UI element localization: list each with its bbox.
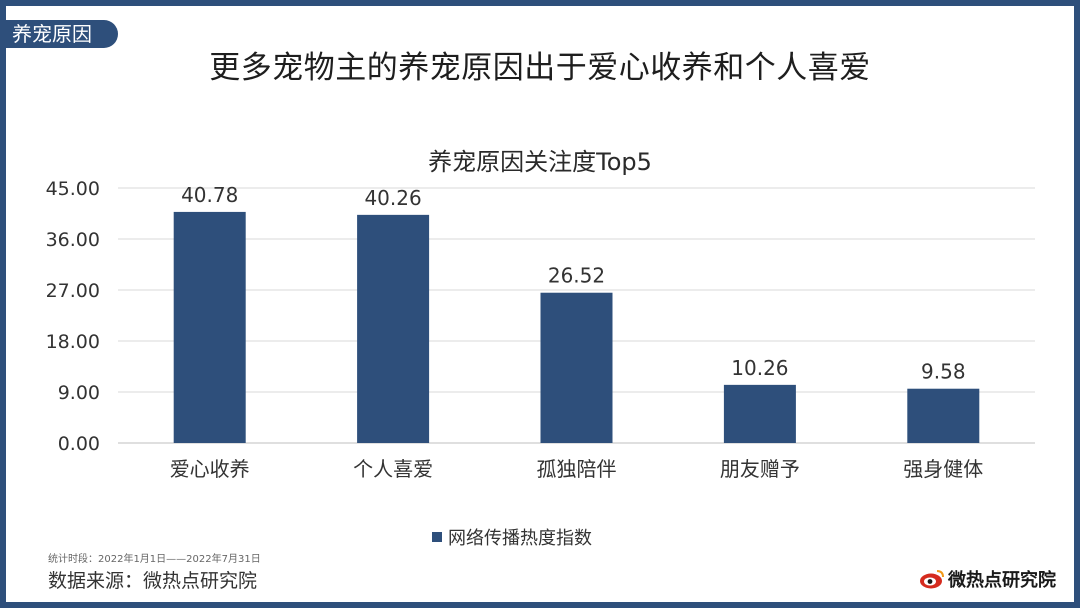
y-tick-label: 9.00 [58, 382, 100, 404]
x-tick-label: 朋友赠予 [720, 457, 800, 481]
bar [723, 384, 796, 443]
x-tick-label: 爱心收养 [170, 457, 250, 481]
bar [540, 292, 613, 443]
data-label: 9.58 [921, 360, 966, 384]
y-tick-label: 27.00 [46, 280, 100, 302]
data-label: 40.26 [364, 186, 421, 210]
y-tick-label: 18.00 [46, 331, 100, 353]
brand-logo: 微热点研究院 [919, 566, 1056, 592]
y-tick-label: 36.00 [46, 229, 100, 251]
chart-title: 养宠原因关注度Top5 [428, 148, 652, 176]
data-source: 数据来源：微热点研究院 [48, 570, 258, 592]
legend-swatch [432, 532, 442, 542]
stat-period: 统计时段：2022年1月1日——2022年7月31日 [48, 554, 261, 565]
x-tick-label: 强身健体 [903, 457, 983, 481]
y-tick-label: 0.00 [58, 433, 100, 455]
x-tick-label: 孤独陪伴 [537, 457, 617, 481]
data-label: 26.52 [548, 264, 605, 288]
data-label: 10.26 [731, 356, 788, 380]
bar [357, 214, 430, 443]
legend-label: 网络传播热度指数 [448, 528, 592, 548]
weibo-eye-logo-icon [920, 570, 944, 589]
brand-name: 微热点研究院 [948, 570, 1056, 591]
data-label: 40.78 [181, 183, 238, 207]
chart-legend: 网络传播热度指数 [432, 526, 592, 548]
slide-headline: 更多宠物主的养宠原因出于爱心收养和个人喜爱 [209, 50, 871, 86]
x-tick-label: 个人喜爱 [353, 457, 433, 481]
bar [173, 211, 246, 443]
y-tick-label: 45.00 [46, 178, 100, 200]
section-tag: 养宠原因 [6, 20, 118, 48]
bar [907, 388, 980, 443]
